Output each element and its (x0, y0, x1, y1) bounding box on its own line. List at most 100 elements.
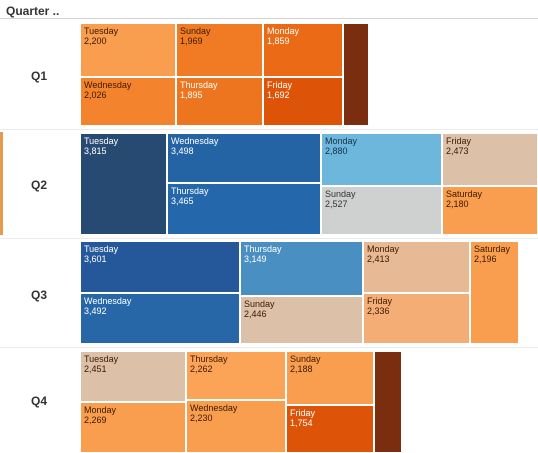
tile-value-label: 2,200 (84, 36, 107, 46)
tile-label: Sunday 2,527 (325, 189, 356, 209)
tile-day-label: Friday (367, 296, 393, 306)
tile-label: Wednesday 3,492 (84, 296, 131, 316)
treemap-tile-q3-saturday[interactable]: Saturday 2,196 (470, 241, 519, 344)
tile-day-label: Thursday (180, 80, 218, 90)
tile-day-label: Wednesday (171, 136, 219, 146)
treemap-tile-q1-tuesday[interactable]: Tuesday 2,200 (80, 23, 176, 77)
treemap-tile-q4-unlabeled[interactable] (374, 351, 402, 453)
tile-value-label: 3,815 (84, 146, 107, 156)
tile-value-label: 2,262 (190, 364, 213, 374)
tile-value-label: 3,149 (244, 254, 267, 264)
quarter-column-header[interactable]: Quarter .. (6, 4, 60, 18)
treemap-tile-q3-tuesday[interactable]: Tuesday 3,601 (80, 241, 240, 293)
tile-day-label: Friday (290, 408, 316, 418)
treemap-tile-q4-thursday[interactable]: Thursday 2,262 (186, 351, 286, 400)
tile-value-label: 2,446 (244, 309, 267, 319)
tile-label: Tuesday 2,200 (84, 26, 118, 46)
tile-label: Sunday 2,446 (244, 299, 275, 319)
tile-value-label: 2,269 (84, 415, 107, 425)
tile-label: Friday 1,692 (267, 80, 292, 100)
tile-day-label: Wednesday (190, 403, 238, 413)
treemap-tile-q4-tuesday[interactable]: Tuesday 2,451 (80, 351, 186, 402)
tile-value-label: 1,859 (267, 36, 290, 46)
treemap-tile-q4-monday[interactable]: Monday 2,269 (80, 402, 186, 453)
tile-label: Wednesday 2,230 (190, 403, 237, 423)
treemap-tile-q1-wednesday[interactable]: Wednesday 2,026 (80, 77, 176, 126)
tile-label: Thursday 2,262 (190, 354, 228, 374)
treemap-tile-q2-tuesday[interactable]: Tuesday 3,815 (80, 133, 167, 235)
tile-day-label: Friday (446, 136, 472, 146)
treemap-tile-q4-sunday[interactable]: Sunday 2,188 (286, 351, 374, 405)
tile-value-label: 2,196 (474, 254, 497, 264)
tile-value-label: 1,754 (290, 418, 313, 428)
tile-day-label: Sunday (325, 189, 356, 199)
tile-day-label: Thursday (244, 244, 282, 254)
tile-label: Tuesday 3,815 (84, 136, 118, 156)
tile-day-label: Monday (84, 405, 117, 415)
quarter-row-label-q3[interactable]: Q3 (31, 288, 48, 302)
tile-label: Friday 2,336 (367, 296, 392, 316)
treemap-tile-q2-sunday[interactable]: Sunday 2,527 (321, 186, 442, 235)
tile-day-label: Tuesday (84, 244, 119, 254)
treemap-tile-q2-monday[interactable]: Monday 2,880 (321, 133, 442, 186)
tile-value-label: 3,465 (171, 196, 194, 206)
treemap-tile-q2-friday[interactable]: Friday 2,473 (442, 133, 538, 186)
tile-label: Tuesday 2,451 (84, 354, 118, 374)
tile-day-label: Sunday (244, 299, 275, 309)
tile-day-label: Friday (267, 80, 293, 90)
tile-day-label: Monday (267, 26, 300, 36)
tile-label: Thursday 3,149 (244, 244, 282, 264)
treemap-tile-q4-wednesday[interactable]: Wednesday 2,230 (186, 400, 286, 453)
tile-day-label: Tuesday (84, 354, 119, 364)
quarter-row-label-q4[interactable]: Q4 (31, 394, 48, 408)
treemap-tile-q3-wednesday[interactable]: Wednesday 3,492 (80, 293, 240, 344)
tile-value-label: 2,527 (325, 199, 348, 209)
treemap-tile-q1-friday[interactable]: Friday 1,692 (263, 77, 343, 126)
tile-day-label: Sunday (180, 26, 211, 36)
tile-label: Monday 2,880 (325, 136, 357, 156)
tile-value-label: 1,969 (180, 36, 203, 46)
treemap-tile-q1-monday[interactable]: Monday 1,859 (263, 23, 343, 77)
tile-label: Wednesday 2,026 (84, 80, 131, 100)
selection-marker (0, 132, 3, 235)
tile-day-label: Sunday (290, 354, 321, 364)
row-separator (0, 238, 538, 239)
treemap-tile-q4-friday[interactable]: Friday 1,754 (286, 405, 374, 453)
tile-day-label: Thursday (171, 186, 209, 196)
tile-day-label: Saturday (474, 244, 511, 254)
clipped-title-strip (0, 0, 538, 5)
treemap-tile-q1-unlabeled[interactable] (343, 23, 369, 126)
tile-day-label: Monday (367, 244, 400, 254)
tile-label: Saturday 2,180 (446, 189, 482, 209)
quarter-row-label-q2[interactable]: Q2 (31, 178, 48, 192)
treemap-tile-q3-monday[interactable]: Monday 2,413 (363, 241, 470, 293)
tile-label: Thursday 1,895 (180, 80, 218, 100)
treemap-tile-q2-wednesday[interactable]: Wednesday 3,498 (167, 133, 321, 183)
treemap-tile-q2-thursday[interactable]: Thursday 3,465 (167, 183, 321, 235)
tile-value-label: 1,692 (267, 90, 290, 100)
quarter-row-label-q1[interactable]: Q1 (31, 69, 48, 83)
treemap-tile-q1-thursday[interactable]: Thursday 1,895 (176, 77, 263, 126)
tile-value-label: 2,451 (84, 364, 107, 374)
tile-value-label: 2,188 (290, 364, 313, 374)
tile-value-label: 2,413 (367, 254, 390, 264)
treemap-tile-q3-sunday[interactable]: Sunday 2,446 (240, 296, 363, 344)
treemap-tile-q3-friday[interactable]: Friday 2,336 (363, 293, 470, 344)
tile-value-label: 3,498 (171, 146, 194, 156)
tile-day-label: Wednesday (84, 296, 132, 306)
treemap-tile-q3-thursday[interactable]: Thursday 3,149 (240, 241, 363, 296)
tile-value-label: 2,880 (325, 146, 348, 156)
tile-value-label: 2,180 (446, 199, 469, 209)
treemap-tile-q1-sunday[interactable]: Sunday 1,969 (176, 23, 263, 77)
tile-value-label: 2,473 (446, 146, 469, 156)
treemap-tile-q2-saturday[interactable]: Saturday 2,180 (442, 186, 538, 235)
tile-day-label: Wednesday (84, 80, 132, 90)
tile-day-label: Tuesday (84, 26, 119, 36)
tile-label: Thursday 3,465 (171, 186, 209, 206)
tile-label: Tuesday 3,601 (84, 244, 118, 264)
tile-day-label: Saturday (446, 189, 483, 199)
tile-day-label: Thursday (190, 354, 228, 364)
tile-value-label: 2,026 (84, 90, 107, 100)
tile-label: Sunday 2,188 (290, 354, 321, 374)
